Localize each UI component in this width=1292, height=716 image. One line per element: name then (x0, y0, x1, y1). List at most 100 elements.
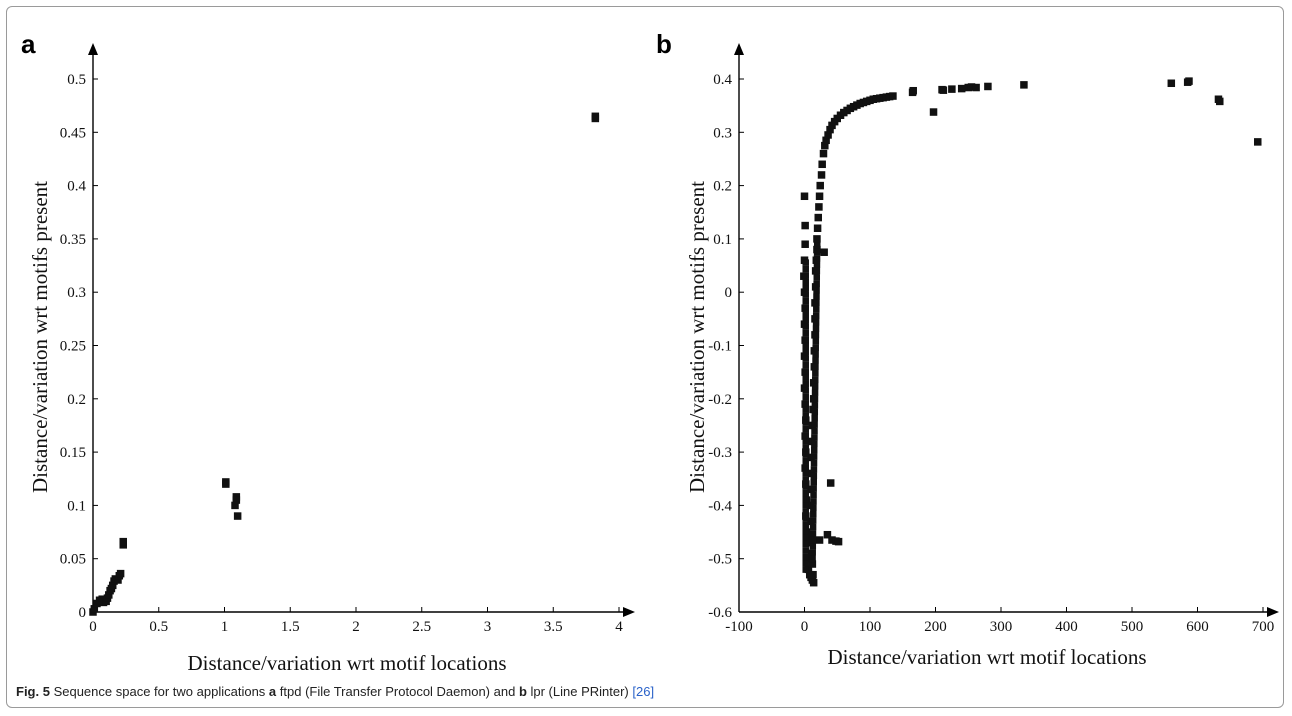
panel-b-y-axis-label: Distance/variation wrt motifs present (685, 181, 709, 493)
panel-b-x-tick-label: 300 (990, 619, 1013, 635)
panel-a-y-axis-arrow (88, 43, 98, 55)
panel-b-data-point (818, 160, 826, 169)
panel-a-x-tick-label: 0.5 (149, 619, 168, 635)
panel-b-data-point (1020, 81, 1028, 89)
panel-b-data-point (813, 235, 821, 243)
panel-a-y-tick-label: 0.2 (67, 392, 86, 408)
panel-b-data-point (811, 440, 818, 448)
panel-b-data-point (802, 310, 809, 318)
panel-a-y-axis-label: Distance/variation wrt motifs present (28, 181, 52, 493)
panel-a-x-tick-label: 2 (352, 619, 360, 635)
panel-b-data-point (802, 380, 809, 388)
panel-b-data-point (939, 86, 948, 94)
panel-b-data-point (809, 523, 817, 531)
panel-b-data-point (810, 472, 818, 480)
panel-b-data-point (802, 412, 809, 420)
panel-b-data-point (802, 355, 809, 362)
panel-b-data-point (812, 351, 819, 358)
panel-a-axes (88, 43, 635, 617)
panel-b-x-axis-label: Distance/variation wrt motif locations (828, 645, 1147, 669)
panel-b-data-point (815, 192, 824, 201)
panel-b-data-point (826, 125, 834, 134)
panel-a-x-tick-label: 1 (221, 619, 229, 635)
panel-b-data-point (801, 221, 809, 230)
panel-b-data-point (802, 400, 809, 407)
panel-b-data-point (802, 547, 809, 554)
panel-b-data-point (821, 141, 829, 150)
panel-a-data-point (232, 496, 241, 504)
panel-b-y-tick-label: 0.4 (713, 72, 732, 88)
caption-text-3: lpr (Line PRinter) (526, 684, 633, 699)
panel-b-data-point (809, 542, 817, 550)
figure-caption: Fig. 5 Sequence space for two applicatio… (16, 684, 654, 699)
panel-b-data-point (1216, 97, 1224, 106)
panel-b-data-point (802, 451, 809, 458)
panel-b-data-point (813, 224, 822, 232)
panel-b-data-point (813, 261, 821, 268)
panel-b-data-point (802, 259, 809, 266)
panel-a-x-tick-label: 1.5 (281, 619, 300, 635)
panel-b-data-point (889, 92, 897, 100)
caption-reference-link[interactable]: [26] (632, 684, 655, 699)
panel-b-data-point (802, 559, 809, 567)
panel-b-data-point (802, 553, 809, 561)
panel-b-data-point (802, 393, 809, 401)
panel-b-axes (734, 43, 1279, 617)
panel-b-data-point (812, 331, 820, 339)
panel-a-x-tick-label: 4 (615, 619, 623, 635)
panel-b-y-tick-label: -0.6 (708, 605, 732, 621)
panel-b-data-point (802, 438, 809, 445)
panel-b-data-point (802, 316, 809, 324)
panel-b-data-point (810, 510, 817, 518)
panel-b-data-point (810, 459, 818, 467)
panel-b-data-point (909, 86, 917, 95)
panel-a-data-point (233, 512, 242, 520)
panel-a-data-point (105, 591, 113, 599)
panel-b-data-point (811, 383, 819, 390)
caption-label-a: a (268, 684, 277, 699)
panel-b-data-point (802, 476, 809, 484)
panel-b: b -100 0 100 200 300 400 500 600 700 -0.6-0.5-0.… (656, 29, 1279, 669)
panel-b-data-point (810, 478, 817, 486)
panel-b-data-point (834, 537, 843, 546)
panel-b-data-point (813, 274, 821, 281)
figure-frame: a 0 0.5 1 1.5 2 2.5 3 3.5 4 0 0.05 0.1 0.15 0.2 0.25 0… (6, 6, 1284, 708)
panel-b-data-point (802, 348, 809, 356)
panel-a-points (89, 112, 600, 616)
panel-b-data-point (802, 464, 809, 471)
panel-a-data-point (108, 581, 117, 590)
panel-a-y-tick-label: 0.1 (67, 498, 86, 514)
panel-b-data-point (822, 136, 830, 145)
panel-b-y-axis-arrow (734, 43, 744, 55)
caption-label-b: b (518, 684, 527, 699)
panel-b-data-point (813, 293, 820, 300)
panel-b-y-tick-label: -0.1 (708, 339, 732, 355)
panel-b-data-point (813, 267, 821, 275)
panel-b-data-point (929, 108, 938, 116)
panel-b-x-tick-label: -100 (725, 619, 753, 635)
panel-b-data-point (802, 527, 809, 535)
panel-a-data-point (591, 112, 600, 121)
caption-text-1: Sequence space for two applications (49, 684, 269, 699)
panel-b-x-tick-label: 200 (924, 619, 947, 635)
panel-a-y-tick-label: 0.5 (67, 72, 86, 88)
caption-figure-label: Fig. 5 (16, 684, 50, 699)
panel-b-data-point (811, 389, 819, 396)
panel-b-data-point (802, 278, 809, 286)
panel-b-data-point (802, 502, 809, 509)
panel-b-y-tick-label: -0.4 (708, 498, 732, 514)
panel-b-data-point (819, 149, 828, 158)
panel-a-y-tick-label: 0.35 (60, 232, 86, 248)
panel-b-data-point (809, 555, 816, 563)
panel-b-data-point (812, 312, 820, 320)
panel-b-x-tick-label: 400 (1055, 619, 1078, 635)
panel-b-data-point (800, 192, 809, 201)
panel-b-data-point (802, 540, 809, 548)
panel-b-y-tick-label: -0.3 (708, 445, 732, 461)
panel-b-data-point (967, 83, 976, 91)
panel-a-x-axis-arrow (623, 607, 635, 617)
panel-a-x-tick-label: 2.5 (412, 619, 431, 635)
panel-b-data-point (811, 434, 818, 441)
panel-b-data-point (802, 361, 809, 369)
panel-b-y-tick-label: -0.2 (708, 392, 732, 408)
